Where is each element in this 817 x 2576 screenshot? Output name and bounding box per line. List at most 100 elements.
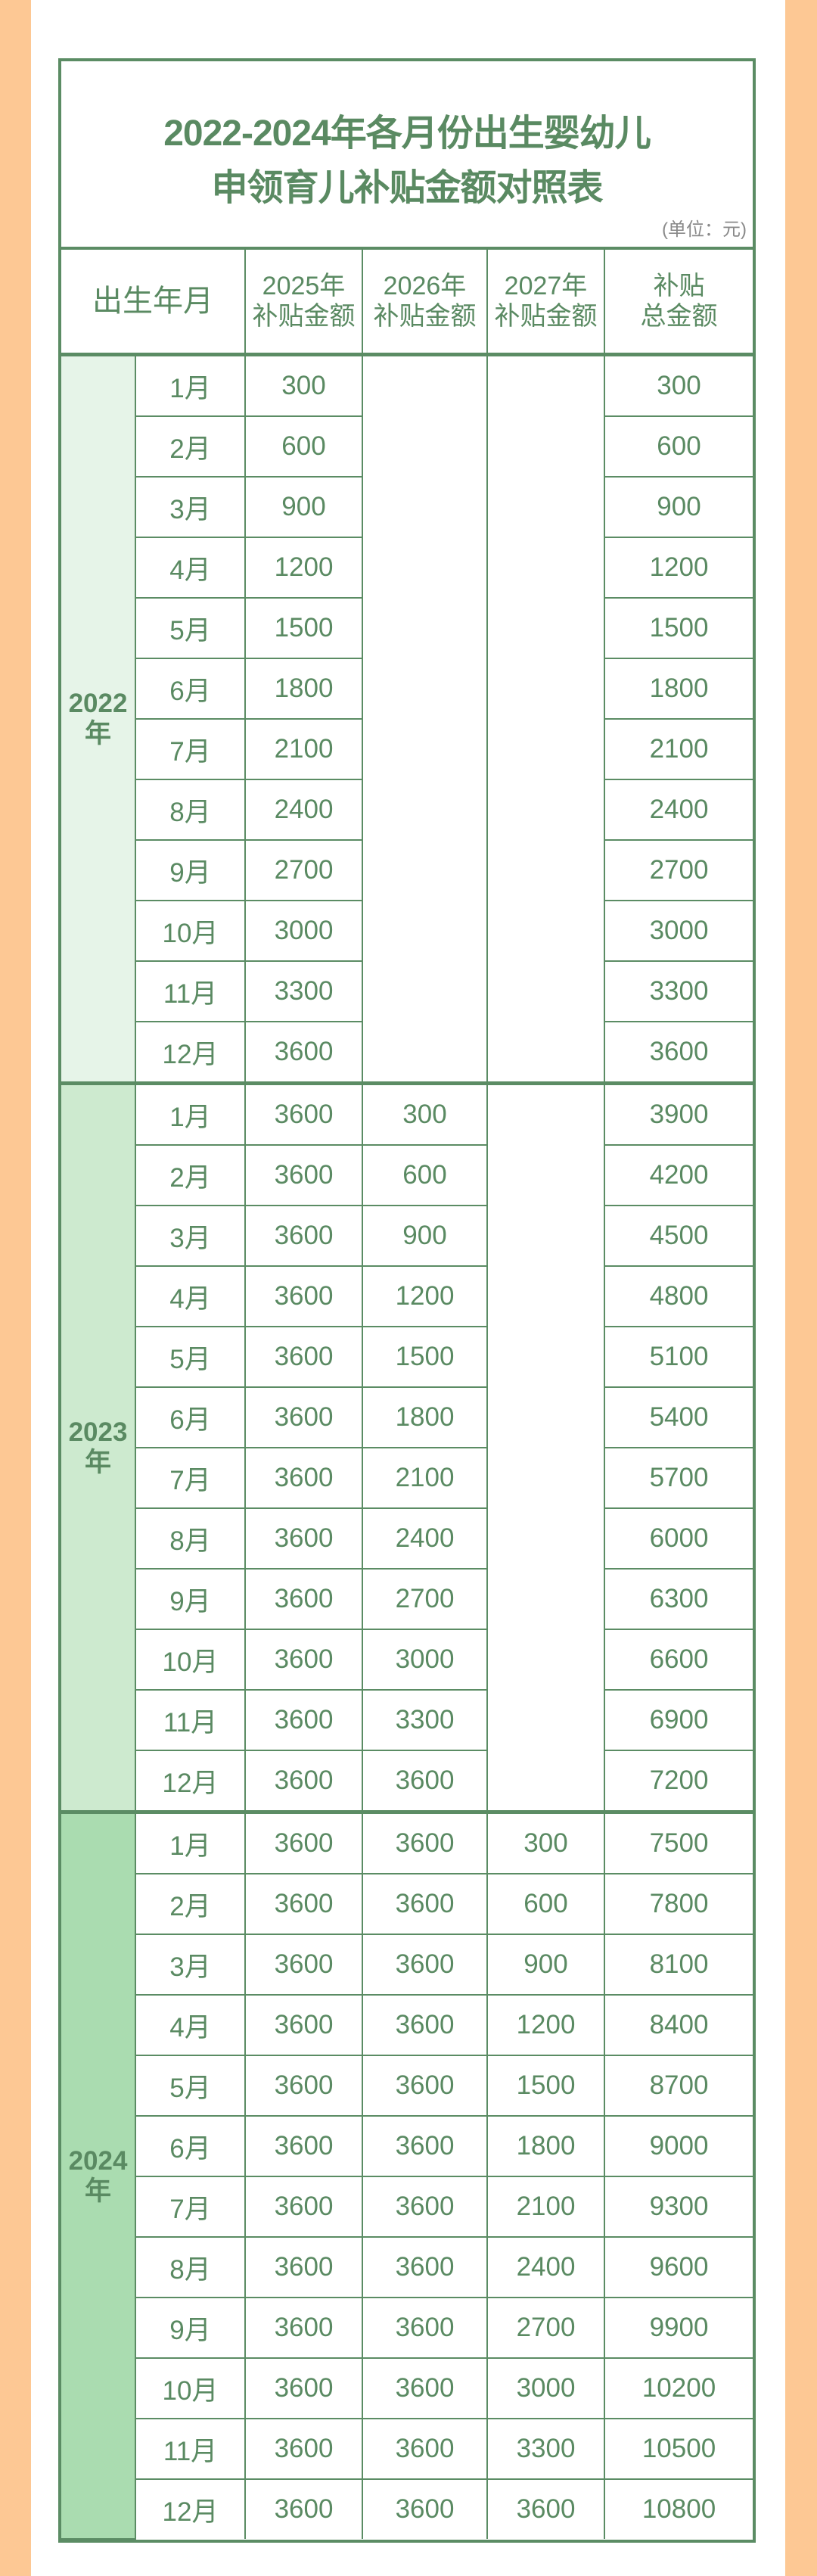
amount-2027-cell: 3000 [486,2357,605,2419]
month-cell: 4月 [135,537,246,599]
amount-2025-cell: 3600 [244,1144,363,1206]
amount-2025-cell: 3600 [244,1750,363,1813]
amount-2025-cell: 2100 [244,718,363,780]
table-row: 8月 3600 3600 2400 9600 [61,2236,753,2298]
month-cell: 7月 [135,1447,246,1509]
title-line-2: 申领育儿补贴金额对照表 [211,168,603,208]
amount-2027-cell: 1200 [486,1994,605,2056]
header-2026-year: 2026年 [383,272,467,300]
year-suffix: 年 [84,719,111,748]
month-cell: 11月 [135,2418,246,2480]
month-cell: 11月 [135,960,246,1022]
table-row: 3月 3600 900 4500 [61,1205,753,1267]
year-cell: 2023 年 [61,1081,136,1813]
table-row: 3月 3600 3600 900 8100 [61,1934,753,1996]
year-cell: 2024 年 [61,1810,136,2540]
total-amount-cell: 5700 [604,1447,753,1509]
page-title: 2022-2024年各月份出生婴幼儿 申领育儿补贴金额对照表 [61,61,753,216]
table-row: 6月 3600 1800 5400 [61,1386,753,1448]
header-2025-year: 2025年 [262,272,346,300]
total-amount-cell: 7500 [604,1810,753,1874]
table-row: 11月 3600 3600 3300 10500 [61,2418,753,2480]
amount-2025-cell: 3300 [244,960,363,1022]
total-amount-cell: 10800 [604,2478,753,2539]
year-label: 2023 [68,1417,128,1447]
month-cell: 5月 [135,1326,246,1388]
amount-2026-cell: 1200 [362,1265,488,1327]
amount-2025-cell: 2700 [244,839,363,901]
amount-2025-cell: 3600 [244,2115,363,2177]
table-row: 4月 3600 3600 1200 8400 [61,1994,753,2056]
total-amount-cell: 300 [604,353,753,417]
header-2025-label: 补贴金额 [252,302,356,331]
amount-2025-cell: 3600 [244,1205,363,1267]
amount-2025-cell: 3600 [244,2176,363,2238]
amount-2026-cell: 3600 [362,2055,488,2117]
month-cell: 5月 [135,2055,246,2117]
amount-2026-cell: 3600 [362,2478,488,2539]
year-suffix: 年 [84,2176,111,2206]
year-cell: 2022 年 [61,353,136,1084]
header-2026: 2026年 补贴金额 [362,250,488,356]
table-row: 8月 2400 2400 [61,779,753,841]
amount-2025-cell: 300 [244,353,363,417]
amount-2025-cell: 1800 [244,658,363,720]
month-cell: 1月 [135,1810,246,1874]
header-2026-label: 补贴金额 [373,302,477,331]
amount-2026-cell-empty [362,353,488,1084]
table-row: 7月 3600 2100 5700 [61,1447,753,1509]
amount-2025-cell: 3600 [244,1265,363,1327]
month-cell: 3月 [135,476,246,538]
month-cell: 9月 [135,839,246,901]
amount-2025-cell: 1200 [244,537,363,599]
header-2027-year: 2027年 [504,272,588,300]
month-cell: 1月 [135,1081,246,1146]
table-row: 11月 3600 3300 6900 [61,1689,753,1751]
total-amount-cell: 8700 [604,2055,753,2117]
amount-2027-cell: 3300 [486,2418,605,2480]
amount-2026-cell: 3600 [362,1934,488,1996]
table-row: 4月 3600 1200 4800 [61,1265,753,1327]
table-row: 2月 600 600 [61,415,753,478]
table-row: 2月 3600 600 4200 [61,1144,753,1206]
amount-2025-cell: 3600 [244,1994,363,2056]
total-amount-cell: 6300 [604,1568,753,1630]
month-cell: 12月 [135,2478,246,2539]
amount-2025-cell: 3600 [244,2055,363,2117]
total-amount-cell: 7200 [604,1750,753,1813]
amount-2026-cell: 3600 [362,1750,488,1813]
table-row: 4月 1200 1200 [61,537,753,599]
month-cell: 2月 [135,1144,246,1206]
month-cell: 10月 [135,2357,246,2419]
amount-2026-cell: 3600 [362,2418,488,2480]
table-row: 10月 3600 3000 6600 [61,1629,753,1691]
total-amount-cell: 3600 [604,1021,753,1084]
table-row: 10月 3000 3000 [61,900,753,962]
table-row: 5月 1500 1500 [61,597,753,659]
month-cell: 6月 [135,1386,246,1448]
total-amount-cell: 6900 [604,1689,753,1751]
subsidy-table: 出生年月 2025年 补贴金额 2026年 补贴金额 2027年 补贴金额 补贴 总金额… [61,250,753,2540]
unit-label: (单位：元) [662,219,747,240]
total-amount-cell: 9300 [604,2176,753,2238]
header-total-line1: 补贴 [653,272,705,300]
amount-2027-cell: 3600 [486,2478,605,2539]
table-row: 12月 3600 3600 3600 10800 [61,2478,753,2539]
amount-2025-cell: 3600 [244,1689,363,1751]
total-amount-cell: 4800 [604,1265,753,1327]
total-amount-cell: 9900 [604,2297,753,2359]
amount-2025-cell: 3600 [244,2236,363,2298]
amount-2027-cell: 2100 [486,2176,605,2238]
amount-2026-cell: 3600 [362,1873,488,1935]
amount-2026-cell: 2100 [362,1447,488,1509]
total-amount-cell: 5400 [604,1386,753,1448]
amount-2026-cell: 600 [362,1144,488,1206]
table-row: 3月 900 900 [61,476,753,538]
total-amount-cell: 9000 [604,2115,753,2177]
amount-2025-cell: 600 [244,415,363,478]
amount-2027-cell-empty [486,1081,605,1813]
table-row: 8月 3600 2400 6000 [61,1507,753,1570]
amount-2026-cell: 900 [362,1205,488,1267]
total-amount-cell: 3900 [604,1081,753,1146]
total-amount-cell: 2700 [604,839,753,901]
